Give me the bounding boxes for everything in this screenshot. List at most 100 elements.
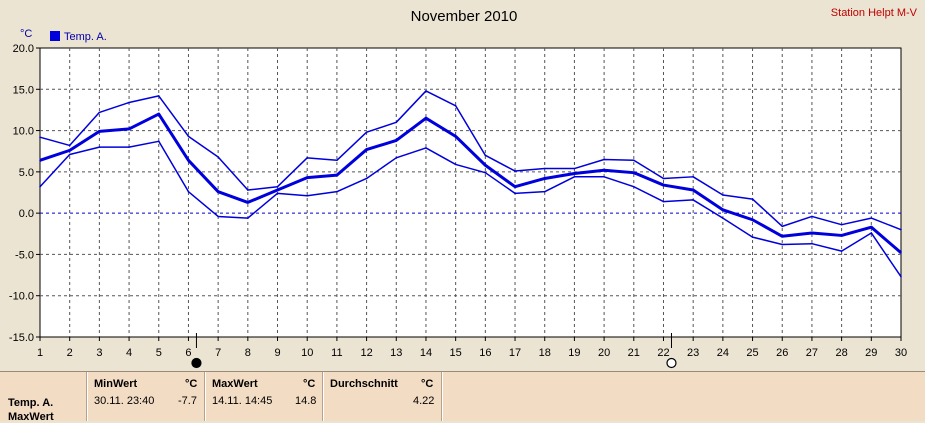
data-point: [157, 113, 160, 115]
data-point: [98, 146, 101, 148]
data-point: [68, 153, 71, 156]
data-point: [692, 199, 694, 201]
data-point: [187, 135, 190, 138]
data-point: [306, 176, 309, 179]
data-point: [811, 232, 813, 234]
y-unit-label: °C: [20, 28, 32, 40]
x-tick-label: 15: [450, 347, 462, 359]
x-tick-label: 4: [126, 347, 132, 359]
x-tick-label: 3: [96, 347, 102, 359]
data-point: [68, 149, 71, 152]
data-point: [811, 215, 813, 218]
data-point: [603, 169, 605, 172]
min-header: MinWert: [94, 378, 138, 390]
x-tick-label: 11: [331, 347, 342, 359]
x-tick-label: 18: [539, 347, 551, 359]
avg-header: Durchschnitt: [330, 378, 398, 390]
x-tick-label: 1: [37, 347, 43, 359]
data-point: [365, 177, 368, 180]
x-tick-label: 28: [835, 347, 847, 359]
data-point: [662, 200, 665, 203]
data-point: [395, 139, 398, 142]
max-datetime: 14.11. 14:45: [212, 395, 273, 407]
data-point: [454, 163, 457, 166]
data-point: [276, 189, 279, 191]
y-tick-label: -10.0: [9, 291, 34, 303]
legend-swatch: [50, 31, 60, 41]
data-point: [484, 164, 487, 167]
filled-circle-icon: [191, 357, 202, 369]
series-layer: [39, 90, 902, 278]
data-point: [573, 176, 576, 178]
x-tick-label: 7: [215, 347, 221, 359]
min-value: -7.7: [178, 395, 197, 407]
data-point: [128, 101, 130, 104]
data-point: [336, 190, 338, 193]
data-point: [632, 159, 635, 162]
data-point: [454, 105, 457, 107]
grid: [40, 48, 901, 337]
x-tick-label: 14: [420, 347, 432, 359]
data-point: [306, 195, 309, 197]
y-tick-label: 10.0: [13, 126, 34, 138]
x-tick-label: 17: [509, 347, 521, 359]
data-point: [722, 194, 724, 196]
data-point: [39, 185, 41, 188]
data-point: [632, 185, 635, 188]
x-tick-label: 9: [274, 347, 280, 359]
y-tick-label: -5.0: [15, 249, 34, 261]
plot-area: [39, 47, 902, 338]
data-point: [900, 251, 902, 254]
y-tick-label: 15.0: [13, 84, 34, 96]
data-point: [751, 218, 754, 221]
data-point: [632, 171, 635, 174]
data-point: [573, 167, 576, 170]
data-point: [98, 130, 101, 133]
x-tick-label: 20: [598, 347, 610, 359]
data-point: [870, 232, 873, 234]
series-line: [39, 112, 902, 254]
data-point: [514, 192, 516, 195]
x-tick-label: 10: [301, 347, 313, 359]
stats-row-label: Temp. A.: [8, 397, 54, 409]
max-unit: °C: [303, 378, 316, 390]
min-datetime: 30.11. 23:40: [94, 395, 155, 407]
data-point: [484, 154, 487, 157]
stats-separator: [441, 372, 443, 421]
data-point: [543, 190, 546, 193]
data-point: [39, 159, 41, 162]
data-point: [722, 209, 724, 211]
data-point: [543, 177, 546, 180]
data-point: [217, 190, 219, 193]
chart-title: November 2010: [411, 8, 518, 25]
station-name: Station Helpt M-V: [831, 7, 918, 19]
data-point: [217, 215, 219, 218]
y-tick-label: 0.0: [19, 208, 34, 220]
data-point: [247, 201, 249, 204]
stats-separator: [204, 372, 206, 421]
x-tick-label: 26: [776, 347, 788, 359]
data-point: [781, 225, 784, 228]
data-point: [603, 176, 605, 178]
data-point: [662, 184, 665, 186]
data-point: [276, 185, 279, 188]
series-line: [39, 140, 902, 278]
data-point: [692, 176, 694, 178]
data-point: [781, 243, 784, 246]
x-tick-label: 16: [479, 347, 491, 359]
data-point: [157, 140, 160, 143]
data-point: [870, 217, 873, 219]
data-point: [840, 250, 843, 252]
data-point: [187, 159, 190, 162]
data-point: [692, 189, 694, 191]
x-tick-label: 29: [865, 347, 877, 359]
data-point: [603, 158, 605, 161]
data-point: [722, 217, 724, 219]
data-point: [336, 174, 338, 176]
avg-unit: °C: [421, 378, 434, 390]
data-point: [217, 156, 219, 158]
data-point: [840, 234, 843, 237]
max-header: MaxWert: [212, 378, 258, 390]
data-point: [543, 167, 546, 170]
min-unit: °C: [185, 378, 198, 390]
